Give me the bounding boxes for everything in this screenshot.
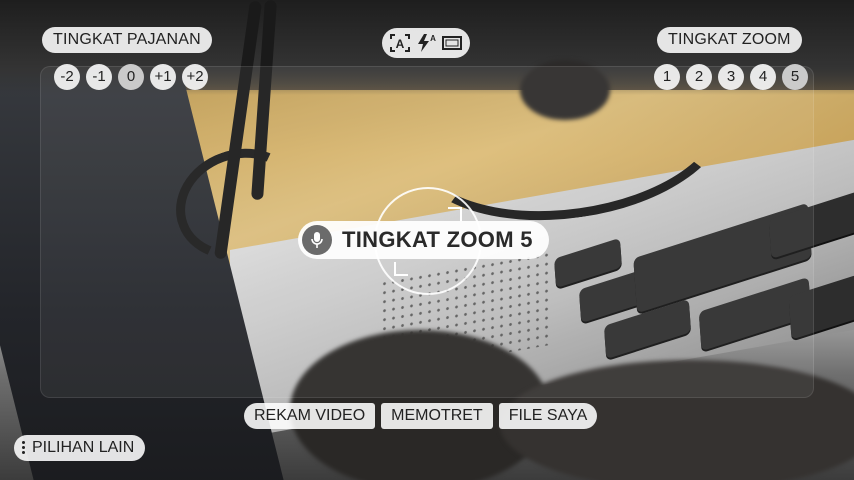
aspect-ratio-icon[interactable] <box>441 33 463 53</box>
zoom-option[interactable]: 4 <box>750 64 776 90</box>
more-options-button[interactable]: PILIHAN LAIN <box>14 435 146 461</box>
toast-text: TINGKAT ZOOM 5 <box>342 227 533 252</box>
preview-plug <box>520 60 610 120</box>
zoom-option[interactable]: 2 <box>686 64 712 90</box>
exposure-level-title: TINGKAT PAJANAN <box>42 27 212 53</box>
mic-icon <box>302 225 332 255</box>
record-video-button[interactable]: REKAM VIDEO <box>244 403 376 429</box>
exposure-option[interactable]: +1 <box>150 64 176 90</box>
focus-bracket <box>448 207 462 221</box>
auto-scene-icon[interactable]: A <box>389 33 411 53</box>
exposure-option[interactable]: +2 <box>182 64 208 90</box>
exposure-option-selected[interactable]: 0 <box>118 64 144 90</box>
zoom-option-selected[interactable]: 5 <box>782 64 808 90</box>
svg-text:A: A <box>430 34 436 43</box>
more-vert-icon <box>22 439 26 456</box>
my-files-button[interactable]: FILE SAYA <box>498 403 598 429</box>
take-photo-button[interactable]: MEMOTRET <box>381 403 493 429</box>
exposure-option[interactable]: -1 <box>86 64 112 90</box>
zoom-option[interactable]: 3 <box>718 64 744 90</box>
voice-command-toast: TINGKAT ZOOM 5 <box>298 221 549 259</box>
camera-mode-bar: REKAM VIDEO MEMOTRET FILE SAYA <box>244 403 598 429</box>
flash-auto-icon[interactable]: A <box>415 33 437 53</box>
zoom-level-title: TINGKAT ZOOM <box>657 27 802 53</box>
zoom-option[interactable]: 1 <box>654 64 680 90</box>
camera-settings-bar: A A <box>382 28 470 58</box>
focus-bracket <box>394 262 408 276</box>
more-options-label: PILIHAN LAIN <box>32 439 135 456</box>
svg-text:A: A <box>396 37 405 51</box>
exposure-option[interactable]: -2 <box>54 64 80 90</box>
